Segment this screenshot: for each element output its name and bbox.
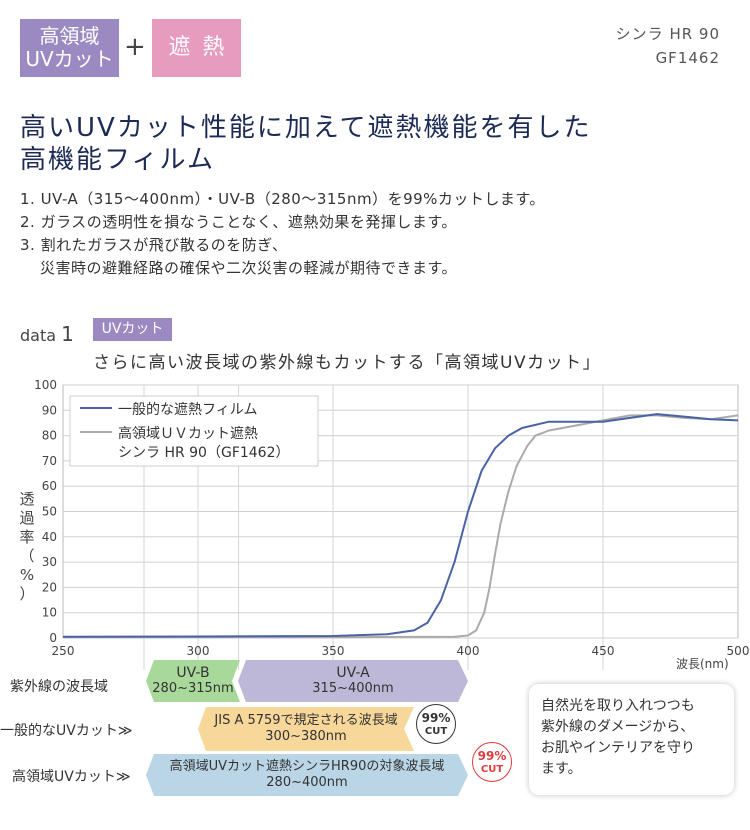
x-tick-label: 400 <box>457 644 480 658</box>
uvb-band: UV-B 280~315nm <box>146 660 240 702</box>
data-label: data 1 <box>20 322 74 346</box>
x-tick-label: 250 <box>52 644 75 658</box>
high-range-band: 高領域UVカット遮熱シンラHR90の対象波長域 280~400nm <box>146 754 468 796</box>
x-tick-label: 450 <box>592 644 615 658</box>
y-tick-label: 0 <box>49 631 57 645</box>
series-line <box>62 413 739 638</box>
feature-text: 1. UV-A（315〜400nm）・UV-B（280〜315nm）を99%カッ… <box>20 190 545 208</box>
y-axis-label: 透過率（%） <box>17 490 37 604</box>
chart-title: さらに高い波長域の紫外線もカットする「高領域UVカット」 <box>93 353 602 373</box>
y-axis-label-char: （ <box>19 547 35 565</box>
uvb-name: UV-B <box>176 665 210 681</box>
x-tick-label: 500 <box>727 644 750 658</box>
product-info: シンラ HR 90 GF1462 <box>616 22 720 70</box>
product-name: シンラ HR 90 <box>615 25 720 43</box>
uva-range: 315~400nm <box>312 681 394 696</box>
y-axis-label-char: 率 <box>19 528 35 546</box>
y-tick-label: 30 <box>42 555 57 569</box>
jis-range: 300~380nm <box>265 729 347 744</box>
note-line: 自然光を取り入れつつも <box>541 698 695 714</box>
hr-name: 高領域UVカット遮熱シンラHR90の対象波長域 <box>169 759 445 774</box>
feature-item: 1. UV-A（315〜400nm）・UV-B（280〜315nm）を99%カッ… <box>20 188 545 211</box>
x-tick-label: 300 <box>187 644 210 658</box>
headline: 高いUVカット性能に加えて遮熱機能を有した 高機能フィルム <box>20 112 592 176</box>
y-tick-label: 80 <box>42 429 57 443</box>
y-axis-label-char: % <box>19 566 35 584</box>
y-tick-label: 60 <box>42 479 57 493</box>
cut-percent: 99% <box>477 749 507 763</box>
data-word: data <box>20 326 57 345</box>
uva-band: UV-A 315~400nm <box>238 660 468 702</box>
hr-range: 280~400nm <box>266 775 348 790</box>
note-line: お肌やインテリアを守り <box>541 740 695 756</box>
transmittance-chart: 0 10 20 30 40 50 60 70 80 90 100 250 300 350 400 450 500… <box>34 378 750 670</box>
y-tick-label: 50 <box>42 505 57 519</box>
cut-percent: 99% <box>421 711 451 725</box>
y-tick-label: 70 <box>42 454 57 468</box>
feature-item: 2. ガラスの透明性を損なうことなく、遮熱効果を発揮します。 <box>20 211 545 234</box>
y-tick-label: 10 <box>42 606 57 620</box>
cut-word: CUT <box>480 764 504 775</box>
cut-badge-high-range: 99% CUT <box>472 742 512 782</box>
data-tag: UVカット <box>93 318 172 341</box>
note-line: ます。 <box>541 761 582 777</box>
y-axis-label-char: 透 <box>19 490 35 508</box>
plus-sign: + <box>124 32 146 62</box>
feature-text-continued: 災害時の避難経路の確保や二次災害の軽減が期待できます。 <box>40 259 458 277</box>
headline-line1: 高いUVカット性能に加えて遮熱機能を有した <box>20 113 592 143</box>
cut-word: CUT <box>424 726 448 737</box>
y-tick-label: 40 <box>42 530 57 544</box>
feature-list: 1. UV-A（315〜400nm）・UV-B（280〜315nm）を99%カッ… <box>20 188 545 280</box>
jis-band: JIS A 5759で規定される波長域 300~380nm <box>198 707 414 751</box>
data-number: 1 <box>61 322 74 346</box>
headline-line2: 高機能フィルム <box>20 145 215 175</box>
cut-badge-general: 99% CUT <box>416 704 456 744</box>
row-label-uv-range: 紫外線の波長域 <box>10 679 108 695</box>
y-tick-label: 100 <box>34 378 57 392</box>
product-code: GF1462 <box>655 49 720 67</box>
badge-uv-line1: 高領域 <box>39 24 100 48</box>
y-axis-label-char: ） <box>19 585 35 603</box>
badge-uv-cut: 高領域 UVカット <box>20 19 119 77</box>
y-tick-label: 90 <box>42 403 57 417</box>
feature-text: 3. 割れたガラスが飛び散るのを防ぎ、 <box>20 236 288 254</box>
row-label-high-range-uv-cut: 高領域UVカット≫ <box>12 769 131 785</box>
uva-name: UV-A <box>336 665 370 681</box>
uvb-range: 280~315nm <box>152 681 234 696</box>
y-tick-label: 20 <box>42 580 57 594</box>
badge-uv-line2: UVカット <box>25 47 114 71</box>
y-axis-label-char: 過 <box>19 509 35 527</box>
x-tick-label: 350 <box>322 644 345 658</box>
legend-label: 高領域ＵＶカット遮熱 <box>118 425 258 442</box>
row-label-general-uv-cut: 一般的なUVカット≫ <box>0 723 133 739</box>
note-box: 自然光を取り入れつつも 紫外線のダメージから、 お肌やインテリアを守り ます。 <box>529 684 734 795</box>
jis-name: JIS A 5759で規定される波長域 <box>214 713 398 728</box>
legend-label: 一般的な遮熱フィルム <box>118 402 257 418</box>
feature-item: 3. 割れたガラスが飛び散るのを防ぎ、 災害時の避難経路の確保や二次災害の軽減が… <box>20 234 545 280</box>
x-axis-label: 波長(nm) <box>676 657 729 671</box>
feature-text: 2. ガラスの透明性を損なうことなく、遮熱効果を発揮します。 <box>20 213 457 231</box>
legend-label: シンラ HR 90（GF1462） <box>118 445 290 461</box>
note-line: 紫外線のダメージから、 <box>541 719 695 735</box>
badge-heat-shield: 遮熱 <box>152 19 241 77</box>
